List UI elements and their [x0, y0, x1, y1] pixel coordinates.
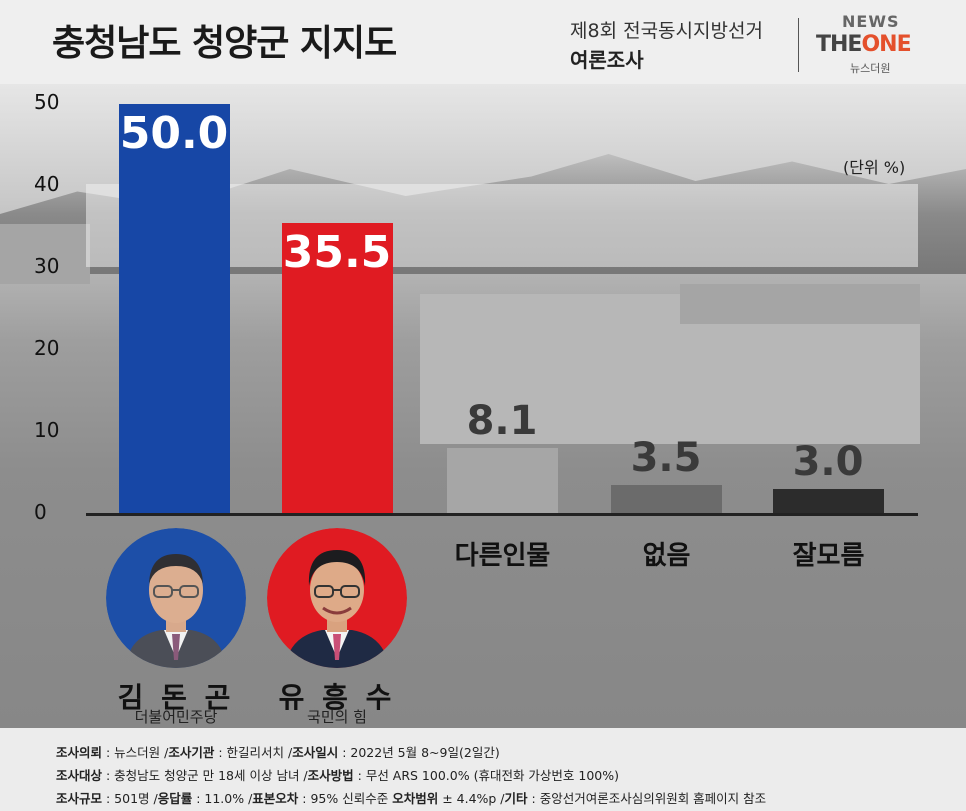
footer-value: : 2022년 5월 8~9일(2일간)	[338, 745, 500, 760]
candidate-photo-kim	[106, 528, 246, 668]
candidate-name-kim: 김 돈 곤	[117, 681, 235, 714]
data-label: 3.5	[630, 435, 702, 482]
unit-label: (단위 %)	[843, 158, 906, 177]
footer-line-2: 조사대상 : 충청남도 청양군 만 18세 이상 남녀 /조사방법 : 무선 A…	[56, 765, 619, 784]
bar-5	[773, 489, 884, 514]
y-tick-label: 0	[34, 500, 47, 524]
building-roof	[680, 284, 920, 324]
footer-value: : 한길리서치 /	[214, 745, 293, 760]
logo-korean: 뉴스더원	[850, 62, 891, 75]
logo-the: THE	[816, 32, 862, 57]
footer-value: : 95% 신뢰수준	[298, 791, 393, 806]
news-the-one-logo: NEWS THEONE 뉴스더원	[812, 12, 932, 76]
footer-value: : 충청남도 청양군 만 18세 이상 남녀 /	[102, 768, 308, 783]
election-name: 제8회 전국동시지방선거	[570, 20, 763, 42]
x-axis-line	[86, 513, 918, 516]
logo-news: NEWS	[842, 12, 900, 31]
bar-2	[282, 222, 393, 514]
bar-4	[611, 485, 722, 514]
building-left	[0, 224, 90, 284]
bar-1	[119, 104, 230, 514]
footer-line-3: 조사규모 : 501명 /응답률 : 11.0% /표본오차 : 95% 신뢰수…	[56, 788, 766, 807]
y-tick-label: 40	[34, 172, 60, 196]
footer-key: 오차범위	[392, 791, 439, 806]
footer-key: 조사의뢰	[56, 745, 103, 760]
footer-line-1: 조사의뢰 : 뉴스더원 /조사기관 : 한길리서치 /조사일시 : 2022년 …	[56, 742, 500, 761]
candidate-name-yoo: 유 흥 수	[278, 681, 396, 714]
candidate-photo-yoo	[267, 528, 407, 668]
page-title: 충청남도 청양군 지지도	[52, 23, 397, 64]
footer-key: 조사방법	[307, 768, 354, 783]
data-label: 3.0	[792, 439, 864, 486]
header-bar: 충청남도 청양군 지지도 제8회 전국동시지방선거 여론조사 NEWS THEO…	[0, 0, 966, 84]
survey-label: 여론조사	[570, 48, 644, 72]
logo-one: ONE	[861, 32, 911, 57]
category-label: 잘모름	[792, 541, 865, 571]
data-label: 50.0	[119, 108, 229, 159]
category-label: 다른인물	[454, 541, 551, 571]
candidate-party-kim: 더불어민주당	[134, 708, 218, 726]
data-label: 35.5	[282, 226, 392, 278]
footer-key: 조사기관	[168, 745, 215, 760]
y-tick-label: 50	[34, 90, 60, 114]
footer-value: : 11.0% /	[192, 791, 253, 806]
footer-value: : 중앙선거여론조사심의위원회 홈페이지 참조	[527, 791, 767, 806]
header-divider	[798, 18, 799, 72]
category-label: 없음	[642, 541, 691, 571]
footer-key: 표본오차	[252, 791, 299, 806]
data-label: 8.1	[466, 397, 538, 444]
footer-value: ± 4.4%p /	[438, 791, 505, 806]
footer-key: 조사규모	[56, 791, 103, 806]
survey-footer: 조사의뢰 : 뉴스더원 /조사기관 : 한길리서치 /조사일시 : 2022년 …	[0, 728, 966, 811]
candidate-party-yoo: 국민의 힘	[307, 708, 367, 726]
footer-key: 기타	[504, 791, 528, 806]
footer-key: 응답률	[157, 791, 193, 806]
bar-3	[447, 447, 558, 514]
y-tick-label: 20	[34, 336, 60, 360]
footer-key: 조사대상	[56, 768, 103, 783]
y-tick-label: 30	[34, 254, 60, 278]
footer-value: : 무선 ARS 100.0% (휴대전화 가상번호 100%)	[353, 768, 620, 783]
footer-value: : 501명 /	[102, 791, 158, 806]
footer-value: : 뉴스더원 /	[102, 745, 169, 760]
logo-theone: THEONE	[816, 32, 912, 57]
footer-key: 조사일시	[292, 745, 339, 760]
y-tick-label: 10	[34, 418, 60, 442]
